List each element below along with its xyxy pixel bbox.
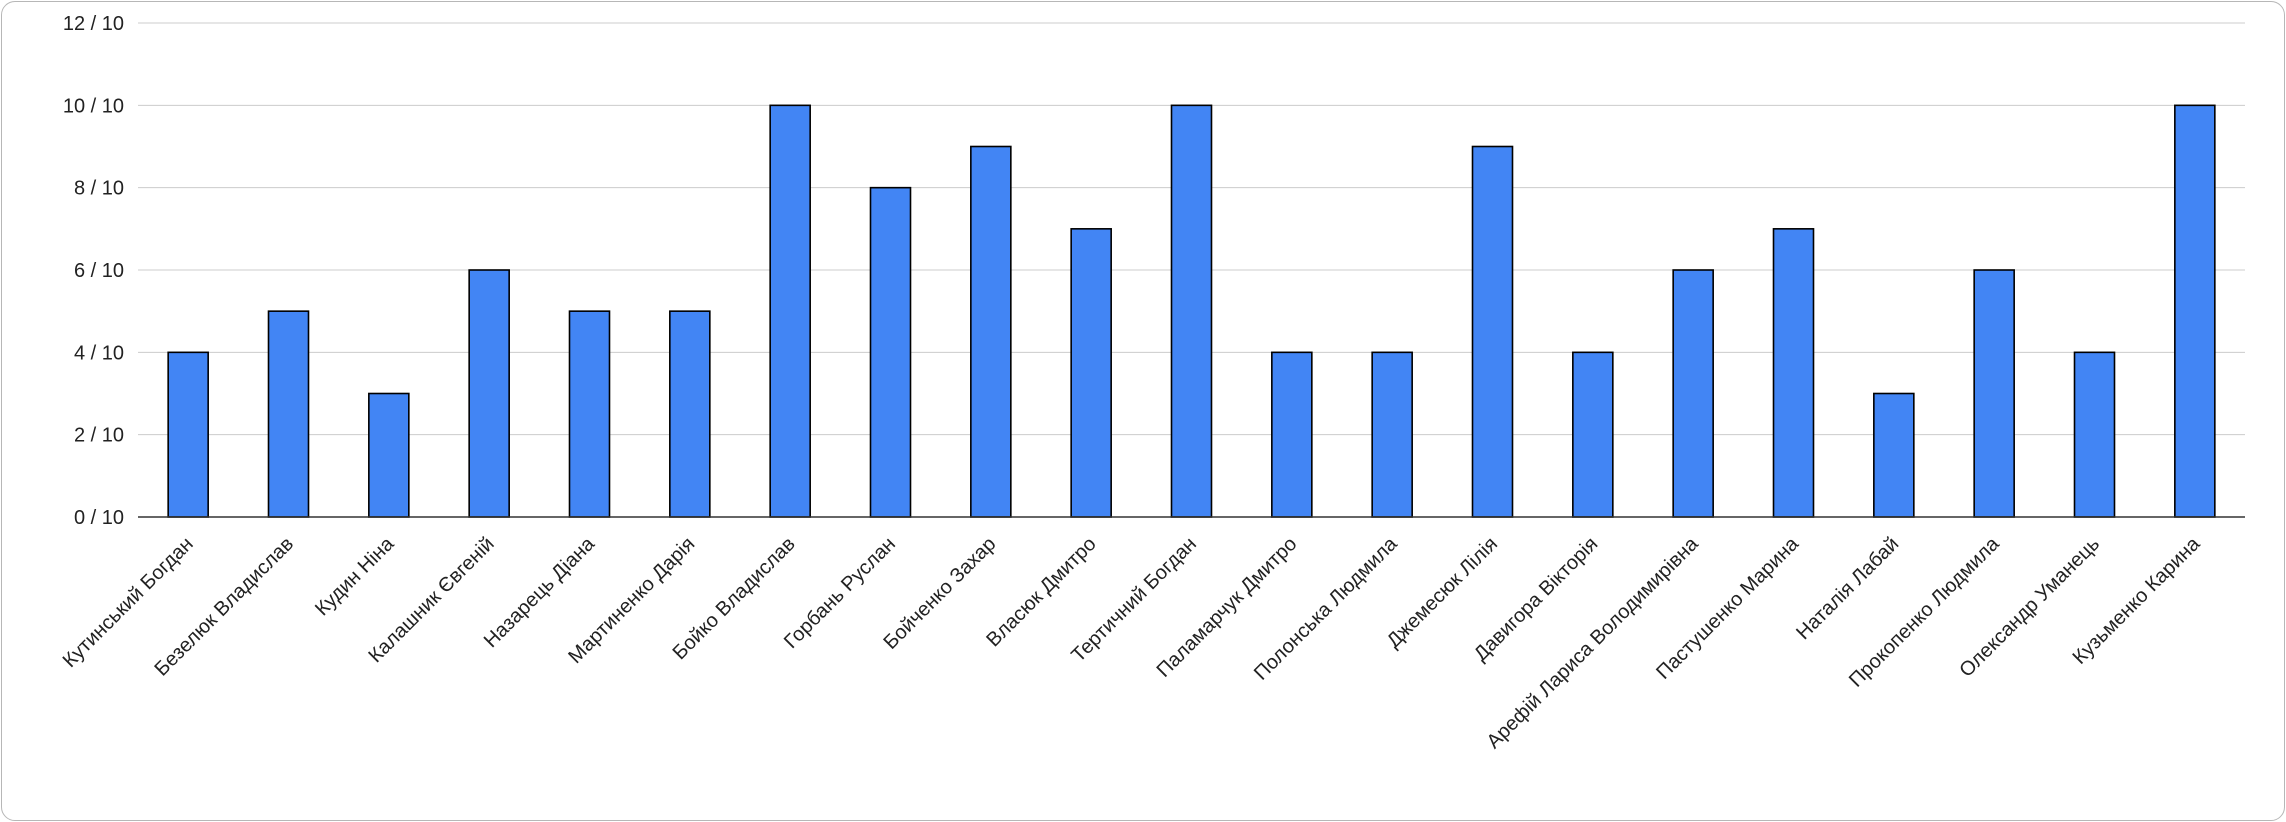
bar bbox=[1772, 228, 1815, 518]
y-tick-label: 4 / 10 bbox=[74, 342, 124, 364]
bar bbox=[1873, 392, 1915, 518]
bar bbox=[468, 269, 510, 518]
bar bbox=[970, 145, 1012, 518]
y-tick-label: 10 / 10 bbox=[63, 95, 124, 117]
x-tick-label: Власюк Дмитро bbox=[982, 533, 1100, 651]
bar bbox=[1070, 228, 1112, 518]
y-tick-label: 6 / 10 bbox=[74, 260, 124, 282]
bar bbox=[1973, 269, 2015, 518]
y-axis-ticks: 0 / 10 2 / 10 4 / 10 6 / 10 8 / 10 10 / 10 12 … bbox=[63, 13, 124, 529]
bar bbox=[267, 310, 310, 518]
x-tick-label: Наталія Лабай bbox=[1792, 533, 1903, 644]
bar bbox=[1471, 145, 1514, 518]
bar bbox=[368, 392, 410, 518]
y-tick-label: 2 / 10 bbox=[74, 425, 124, 447]
x-tick-label: Арефій Лариса Володимирівна bbox=[1483, 532, 1704, 753]
bar bbox=[769, 104, 811, 518]
bar bbox=[1672, 269, 1714, 518]
bar bbox=[1572, 351, 1614, 518]
bars bbox=[167, 104, 2216, 518]
bar bbox=[869, 186, 912, 518]
y-tick-label: 12 / 10 bbox=[63, 13, 124, 35]
x-tick-label: Кудин Ніна bbox=[311, 532, 399, 620]
bar bbox=[1170, 104, 1213, 518]
bar bbox=[568, 310, 611, 518]
bar bbox=[2073, 351, 2116, 518]
bar bbox=[669, 310, 711, 518]
y-tick-label: 8 / 10 bbox=[74, 178, 124, 200]
bar bbox=[1271, 351, 1313, 518]
bar bbox=[1371, 351, 1413, 518]
bar bbox=[2174, 104, 2216, 518]
bar bbox=[167, 351, 209, 518]
y-tick-label: 0 / 10 bbox=[74, 507, 124, 529]
